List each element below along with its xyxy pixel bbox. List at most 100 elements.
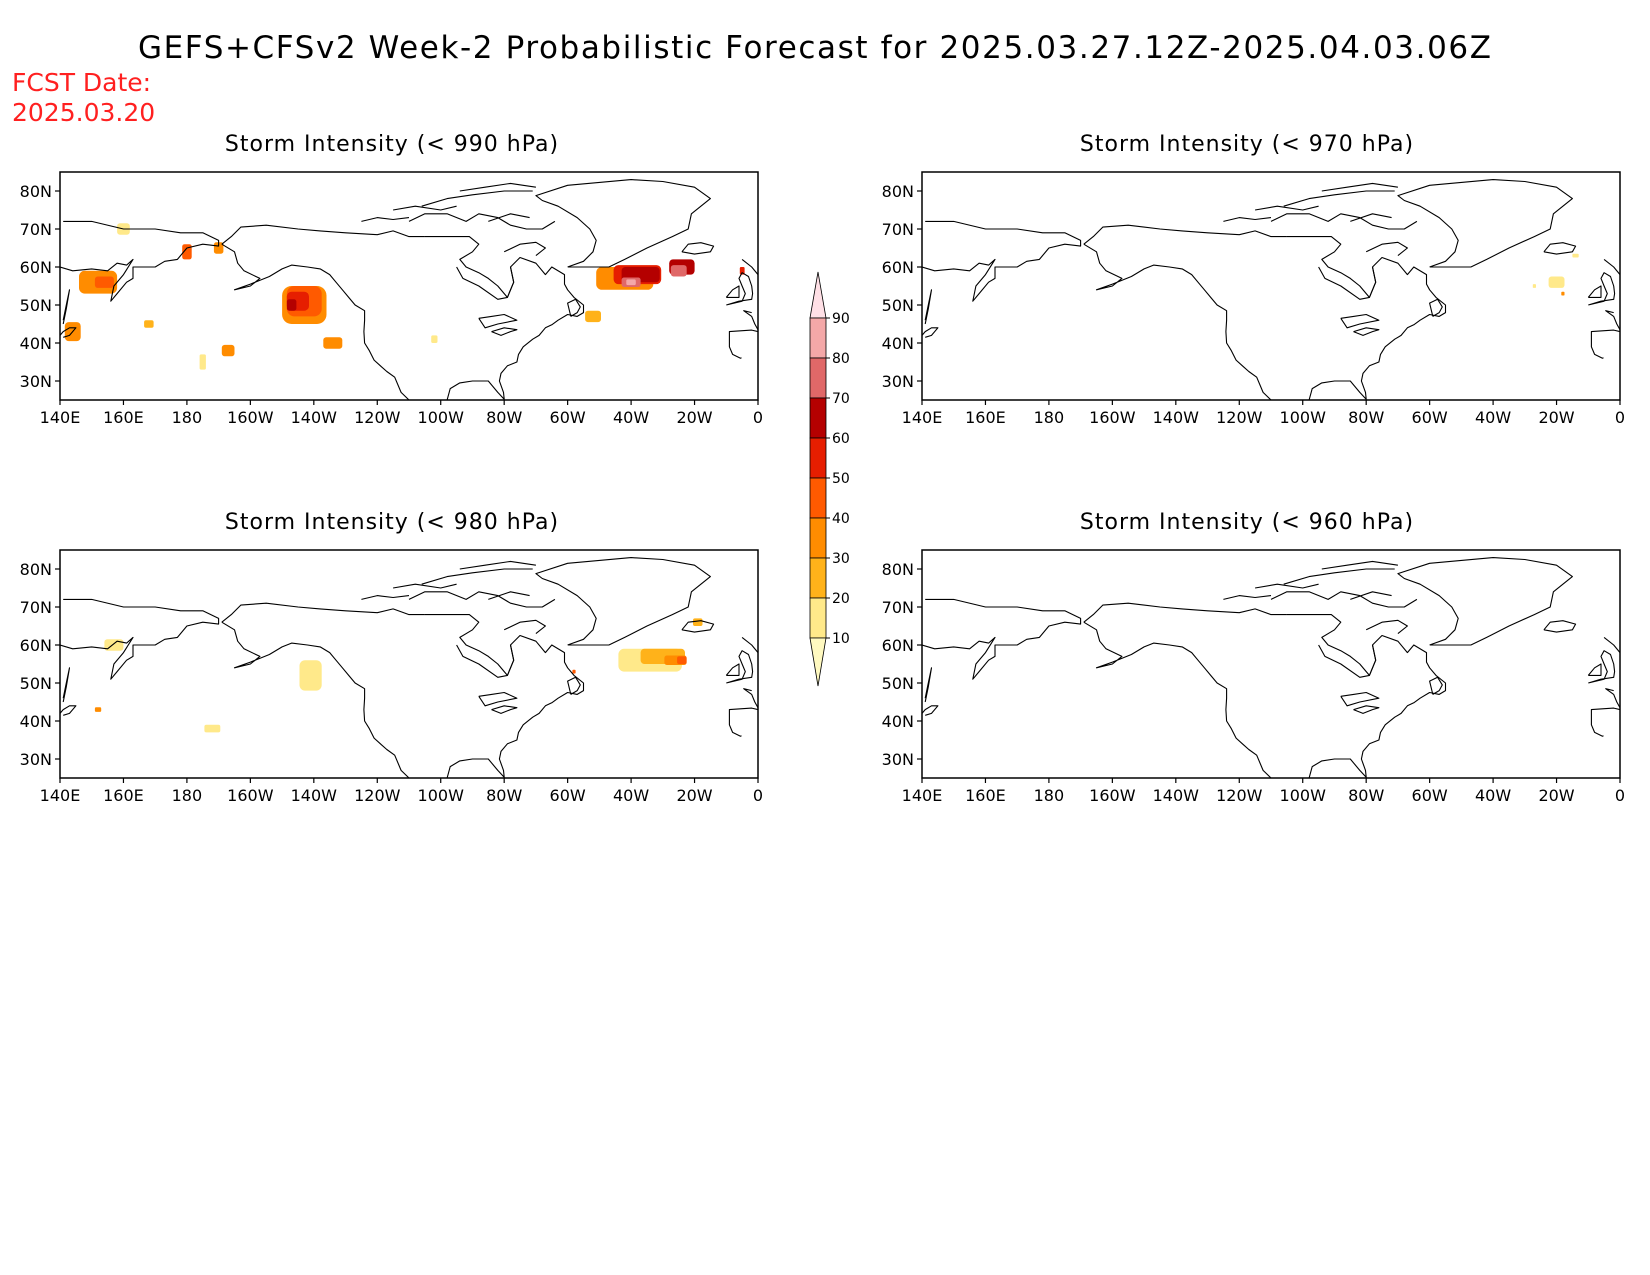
lon-tick-label: 120W [354, 408, 401, 427]
coastline [459, 560, 536, 570]
coastline [924, 667, 933, 703]
colorbar-label: 70 [832, 391, 850, 407]
coastline [725, 663, 740, 676]
colorbar-swatch [809, 477, 827, 519]
map-frame [59, 549, 759, 779]
map-panel-990: 80N 70N 60N 50N 40N 30N 140E 160E 180 160W 140W 120… [20, 171, 763, 427]
coastline [1588, 650, 1616, 684]
lon-tick-label: 40W [613, 786, 649, 805]
lat-tick-label: 30N [20, 372, 52, 391]
colorbar-label: 90 [832, 311, 850, 327]
colorbar-swatch [809, 637, 827, 687]
lat-tick-label: 60N [882, 258, 914, 277]
colorbar-legend: 10 20 30 40 50 60 70 80 90 [809, 271, 850, 687]
coastline [62, 667, 71, 703]
lon-tick-label: 120W [1216, 408, 1263, 427]
probability-cell [693, 618, 703, 626]
coastline [1590, 707, 1620, 737]
lat-tick-label: 80N [20, 182, 52, 201]
lat-tick-label: 60N [20, 636, 52, 655]
lat-tick-label: 30N [882, 372, 914, 391]
probability-cell [1572, 253, 1579, 258]
lon-tick-label: 0 [1615, 786, 1625, 805]
coastline [424, 236, 585, 400]
coastline [535, 557, 711, 646]
coastline [60, 705, 77, 716]
lon-tick-label: 100W [1280, 786, 1327, 805]
colorbar-swatch [809, 397, 827, 439]
lat-tick-label: 80N [882, 560, 914, 579]
coastline [393, 583, 457, 589]
lat-tick-label: 50N [20, 674, 52, 693]
lon-tick-label: 140E [40, 408, 81, 427]
coastline [726, 650, 754, 684]
coastline [421, 568, 533, 585]
lon-tick-label: 120W [1216, 786, 1263, 805]
coastline [1083, 243, 1272, 400]
lon-tick-label: 140E [902, 408, 943, 427]
lon-tick-label: 40W [1475, 408, 1511, 427]
coastline [1321, 560, 1398, 570]
coastline [1353, 705, 1380, 714]
lat-tick-label: 80N [20, 560, 52, 579]
lat-tick-label: 80N [882, 182, 914, 201]
panel-title-980: Storm Intensity (< 980 hPa) [224, 510, 560, 535]
lon-tick-label: 80W [1348, 786, 1384, 805]
coastline [1353, 327, 1380, 336]
lon-tick-label: 180 [172, 408, 203, 427]
coastline [1543, 620, 1577, 633]
colorbar-label: 40 [832, 511, 850, 527]
coastline [741, 258, 758, 275]
coastline [1255, 583, 1319, 589]
coastline [1365, 619, 1408, 635]
coastline [361, 595, 410, 600]
lon-tick-label: 160W [227, 786, 274, 805]
probability-cell [221, 344, 235, 357]
forecast-date-label: FCST Date: [12, 68, 152, 97]
lat-tick-label: 70N [20, 598, 52, 617]
probability-cell [739, 267, 745, 275]
colorbar-swatch [809, 557, 827, 599]
coastline [221, 224, 425, 245]
lon-tick-label: 140W [291, 408, 338, 427]
probability-cell [585, 310, 601, 323]
lat-tick-label: 50N [882, 674, 914, 693]
coastline [1286, 236, 1447, 400]
coastline [60, 598, 220, 680]
lon-tick-label: 20W [676, 786, 712, 805]
coastline [1543, 242, 1577, 255]
coastline [681, 242, 715, 255]
colorbar-label: 50 [832, 471, 850, 487]
probability-cell [182, 244, 192, 260]
probability-cell [213, 242, 224, 254]
probability-cell [144, 320, 154, 328]
coastline [503, 241, 546, 257]
lon-tick-label: 160E [103, 786, 144, 805]
coastline [1083, 224, 1287, 245]
coastline [62, 289, 71, 325]
coastline [503, 619, 546, 635]
coastline [456, 266, 515, 300]
coastline [421, 190, 533, 207]
coastline [1397, 557, 1573, 646]
lon-tick-label: 180 [1034, 408, 1065, 427]
map-frame [59, 171, 759, 401]
lat-tick-label: 40N [20, 712, 52, 731]
coastline [725, 285, 740, 298]
lon-tick-label: 60W [1412, 786, 1448, 805]
lat-tick-label: 60N [882, 636, 914, 655]
coastline [1270, 213, 1418, 230]
probability-cell [323, 337, 343, 349]
colorbar-label: 80 [832, 351, 850, 367]
lon-tick-label: 100W [1280, 408, 1327, 427]
coastline [60, 220, 220, 302]
coastline [1350, 591, 1392, 600]
coastline [1283, 568, 1395, 585]
coastline [1283, 190, 1395, 207]
lon-tick-label: 160W [1089, 408, 1136, 427]
coastline [1603, 258, 1620, 275]
lat-tick-label: 40N [882, 334, 914, 353]
colorbar-swatch [809, 597, 827, 639]
lon-tick-label: 160E [965, 408, 1006, 427]
coastline [408, 213, 556, 230]
